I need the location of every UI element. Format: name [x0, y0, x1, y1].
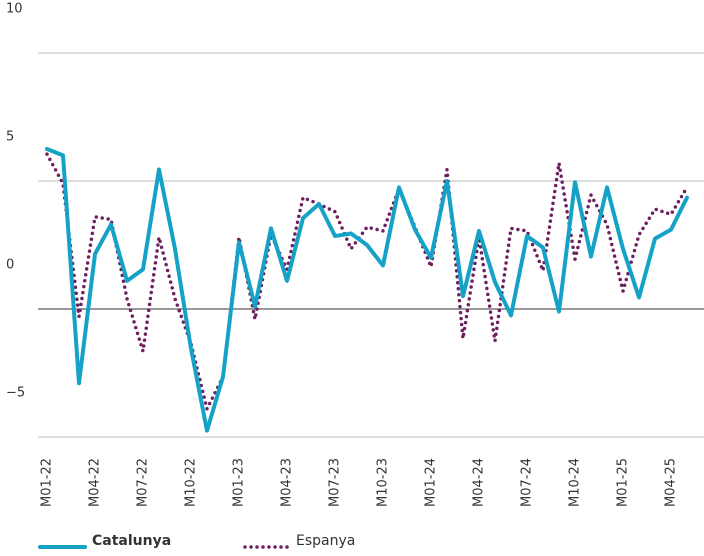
series-line [45, 147, 689, 433]
series-line [45, 152, 689, 411]
x-tick-label: M04-24 [472, 458, 487, 507]
x-tick-label: M10-23 [376, 458, 391, 507]
y-tick-label: 10 [6, 2, 23, 17]
legend-label: Catalunya [92, 533, 171, 549]
x-tick-label: M07-23 [328, 458, 343, 507]
x-tick-label: M10-24 [568, 458, 583, 507]
x-tick-label: M07-24 [520, 458, 535, 507]
x-tick-label: M04-22 [88, 458, 103, 507]
x-tick-label: M07-22 [136, 458, 151, 507]
x-tick-label: M10-22 [184, 458, 199, 507]
x-tick-label: M01-25 [616, 458, 631, 507]
x-tick-label: M04-25 [664, 458, 679, 507]
y-tick-label: 0 [6, 258, 14, 273]
x-tick-label: M01-24 [424, 458, 439, 507]
x-tick-label: M04-23 [280, 458, 295, 507]
y-tick-label: 5 [6, 130, 14, 145]
legend-label: Espanya [296, 533, 355, 549]
y-tick-label: −5 [6, 386, 25, 401]
x-tick-label: M01-22 [40, 458, 55, 507]
x-tick-label: M01-23 [232, 458, 247, 507]
